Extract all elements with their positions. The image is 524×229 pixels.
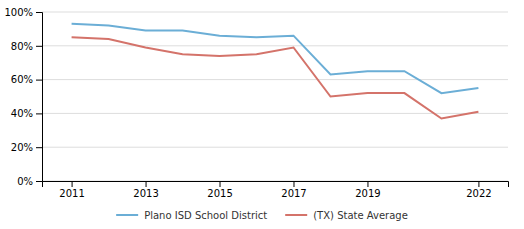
tick-label: 2022	[466, 188, 491, 199]
tick-label: 2019	[355, 188, 380, 199]
legend-item: (TX) State Average	[285, 210, 408, 221]
grid-line	[42, 113, 508, 114]
tick-mark	[146, 181, 147, 187]
tick-mark	[367, 181, 368, 187]
tick-mark	[36, 147, 42, 148]
plot-area: 2011 2013 2015 2017 2019 2022 0% 20% 40% 60% 80% 10…	[4, 7, 508, 199]
legend-swatch	[285, 214, 307, 216]
tick: 0%	[17, 176, 42, 187]
tick-mark	[36, 113, 42, 114]
tick-label: 40%	[11, 108, 33, 119]
tick-mark	[293, 181, 294, 187]
tick: 100%	[4, 7, 42, 18]
y-axis: 0% 20% 40% 60% 80% 100%	[4, 7, 42, 187]
tick-mark	[36, 12, 42, 13]
tick-mark	[36, 181, 42, 182]
tick-mark	[36, 46, 42, 47]
tick-label: 2013	[133, 188, 158, 199]
grid	[42, 12, 508, 181]
tick-label: 2015	[207, 188, 232, 199]
tick-mark	[72, 181, 73, 187]
tick-label: 100%	[4, 7, 33, 18]
tick-label: 60%	[11, 74, 33, 85]
x-axis: 2011 2013 2015 2017 2019 2022	[43, 181, 509, 199]
tick-label: 2011	[59, 188, 84, 199]
axis-line	[36, 13, 43, 182]
tick-label: 80%	[11, 41, 33, 52]
legend-swatch	[116, 214, 138, 216]
tick: 2017	[281, 181, 306, 199]
series-line	[72, 24, 479, 93]
tick: 80%	[11, 41, 42, 52]
tick: 2011	[59, 181, 84, 199]
tick-label: 0%	[17, 176, 33, 187]
grid-line	[42, 147, 508, 148]
tick: 2013	[133, 181, 158, 199]
grid-line	[42, 12, 508, 13]
tick: 2022	[466, 181, 491, 199]
tick: 2015	[207, 181, 232, 199]
grid-line	[42, 45, 508, 46]
tick-mark	[220, 181, 221, 187]
legend-item: Plano ISD School District	[116, 210, 267, 221]
tick-label: 20%	[11, 142, 33, 153]
lines	[72, 24, 479, 119]
grid-line	[42, 79, 508, 80]
legend-label: (TX) State Average	[313, 210, 408, 221]
tick-label: 2017	[281, 188, 306, 199]
tick: 60%	[11, 74, 42, 85]
axis-line	[43, 182, 509, 188]
tick: 20%	[11, 142, 42, 153]
tick: 40%	[11, 108, 42, 119]
legend: Plano ISD School District (TX) State Aver…	[116, 210, 408, 221]
tick: 2019	[355, 181, 380, 199]
series-line	[72, 37, 479, 118]
tick-mark	[478, 181, 479, 187]
chart: 2011 2013 2015 2017 2019 2022 0% 20% 40% 60% 80% 10…	[0, 0, 524, 229]
tick-mark	[36, 80, 42, 81]
legend-label: Plano ISD School District	[144, 210, 267, 221]
